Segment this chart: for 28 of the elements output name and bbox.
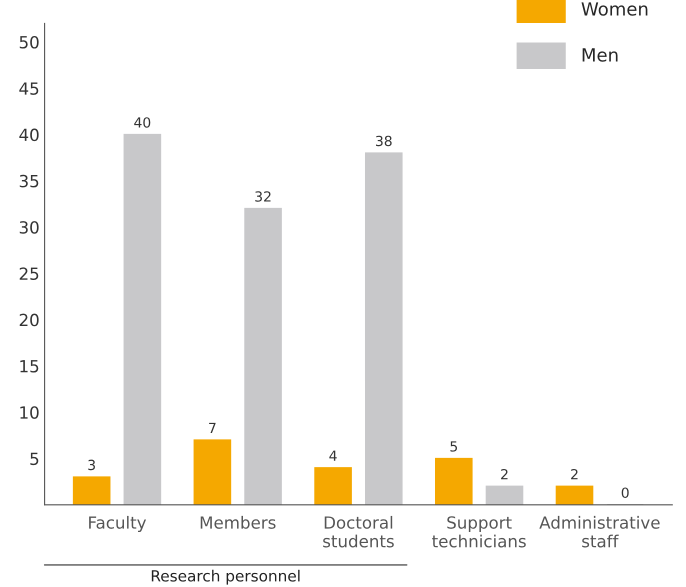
data-label: 40 (134, 117, 150, 128)
y-tick-label: 10 (20, 406, 39, 419)
data-label: 38 (376, 136, 392, 146)
y-tick-label: 20 (20, 314, 39, 326)
x-tick-label: Members (200, 516, 276, 529)
x-tick-label: Faculty (89, 516, 146, 532)
legend-label: Women (582, 2, 648, 16)
data-label: 2 (571, 468, 578, 480)
y-tick-label: 30 (20, 221, 39, 234)
text: Research personnel (152, 570, 300, 585)
y-tick-label: 50 (20, 36, 39, 49)
y-tick-label: 25 (20, 267, 38, 280)
y-tick-label: 40 (19, 128, 39, 142)
y-tick-label: 15 (20, 360, 38, 373)
data-label: 4 (329, 450, 337, 461)
legend-label: Men (582, 48, 618, 62)
data-label: 3 (88, 460, 95, 470)
x-tick-label: Administrative staff (539, 516, 660, 548)
data-label: 5 (450, 441, 457, 452)
data-label: 7 (209, 422, 216, 433)
x-tick-label: Support technicians (432, 516, 526, 548)
x-tick-label: Doctoral students (323, 516, 394, 548)
data-label: 0 (622, 487, 629, 498)
data-label: 2 (501, 468, 508, 480)
y-tick-label: 5 (30, 452, 38, 466)
y-tick-label: 45 (19, 82, 38, 95)
data-label: 32 (255, 191, 271, 202)
y-tick-label: 35 (20, 174, 38, 188)
